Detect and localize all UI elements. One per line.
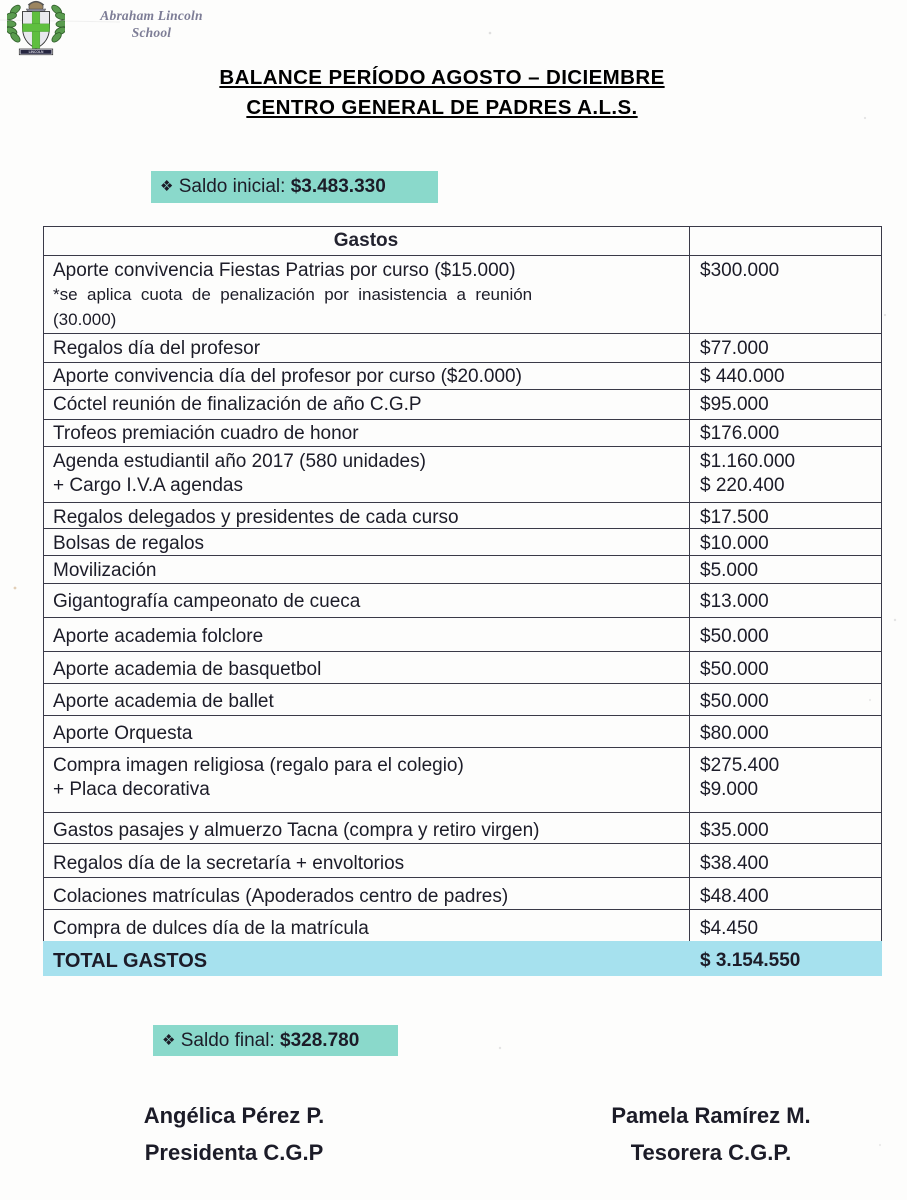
svg-text:LINCOLN: LINCOLN (29, 50, 44, 54)
